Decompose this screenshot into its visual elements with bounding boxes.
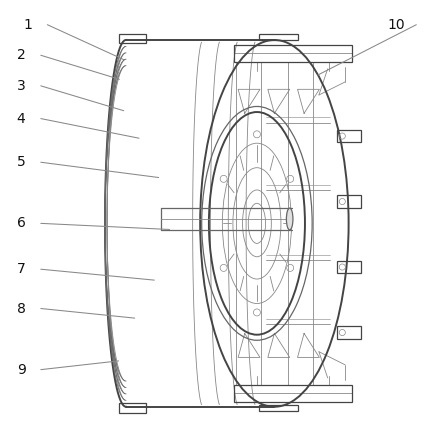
Text: 7: 7 bbox=[17, 262, 26, 276]
Bar bbox=[337, 130, 361, 142]
Bar bbox=[337, 195, 361, 208]
Text: 4: 4 bbox=[17, 112, 26, 126]
Text: 5: 5 bbox=[17, 155, 26, 169]
Text: 10: 10 bbox=[388, 18, 405, 32]
Bar bbox=[259, 34, 298, 40]
Text: 1: 1 bbox=[23, 18, 32, 32]
Bar bbox=[337, 326, 361, 339]
Ellipse shape bbox=[286, 208, 293, 230]
Text: 8: 8 bbox=[17, 301, 26, 315]
Bar bbox=[337, 261, 361, 273]
Text: 2: 2 bbox=[17, 48, 26, 62]
Text: 9: 9 bbox=[17, 363, 26, 377]
Bar bbox=[119, 403, 146, 413]
Bar bbox=[119, 34, 146, 43]
Bar bbox=[234, 385, 353, 402]
Text: 3: 3 bbox=[17, 79, 26, 93]
Bar bbox=[259, 406, 298, 411]
Text: 6: 6 bbox=[17, 216, 26, 230]
Bar bbox=[234, 45, 353, 62]
